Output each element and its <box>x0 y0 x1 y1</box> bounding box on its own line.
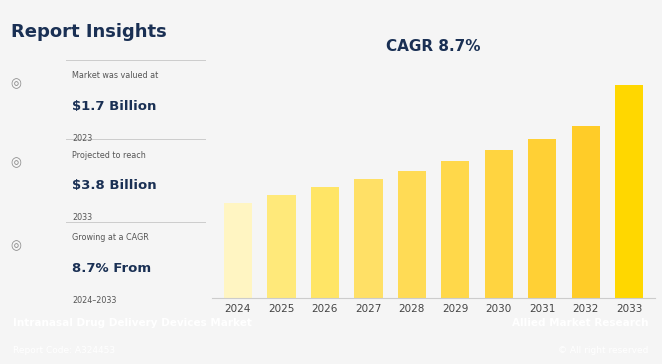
Bar <box>224 203 252 298</box>
Text: Allied Market Research: Allied Market Research <box>512 318 649 328</box>
Bar <box>615 85 643 298</box>
Text: ◎: ◎ <box>11 239 21 252</box>
Text: Report Code: A324453: Report Code: A324453 <box>13 346 115 355</box>
Text: $1.7 Billion: $1.7 Billion <box>72 100 156 113</box>
Text: ◎: ◎ <box>11 77 21 90</box>
Bar <box>441 161 469 298</box>
Text: ◎: ◎ <box>11 157 21 170</box>
Text: 2033: 2033 <box>72 213 92 222</box>
Text: Projected to reach: Projected to reach <box>72 151 146 160</box>
Text: Intranasal Drug Delivery Devices Market: Intranasal Drug Delivery Devices Market <box>13 318 252 328</box>
Text: Market was valued at: Market was valued at <box>72 71 158 80</box>
Text: 2024–2033: 2024–2033 <box>72 296 117 305</box>
Bar <box>354 179 383 298</box>
Text: 2023: 2023 <box>72 134 93 143</box>
Text: Growing at a CAGR: Growing at a CAGR <box>72 233 149 242</box>
Bar <box>572 126 600 298</box>
Text: $3.8 Billion: $3.8 Billion <box>72 179 157 192</box>
Bar <box>267 195 295 298</box>
Text: Report Insights: Report Insights <box>11 23 166 41</box>
Bar <box>485 150 513 298</box>
Text: 8.7% From: 8.7% From <box>72 262 152 274</box>
Text: © All right reserved: © All right reserved <box>558 346 649 355</box>
Bar <box>528 139 557 298</box>
Bar <box>310 187 339 298</box>
Bar <box>398 170 426 298</box>
Text: CAGR 8.7%: CAGR 8.7% <box>387 39 481 54</box>
